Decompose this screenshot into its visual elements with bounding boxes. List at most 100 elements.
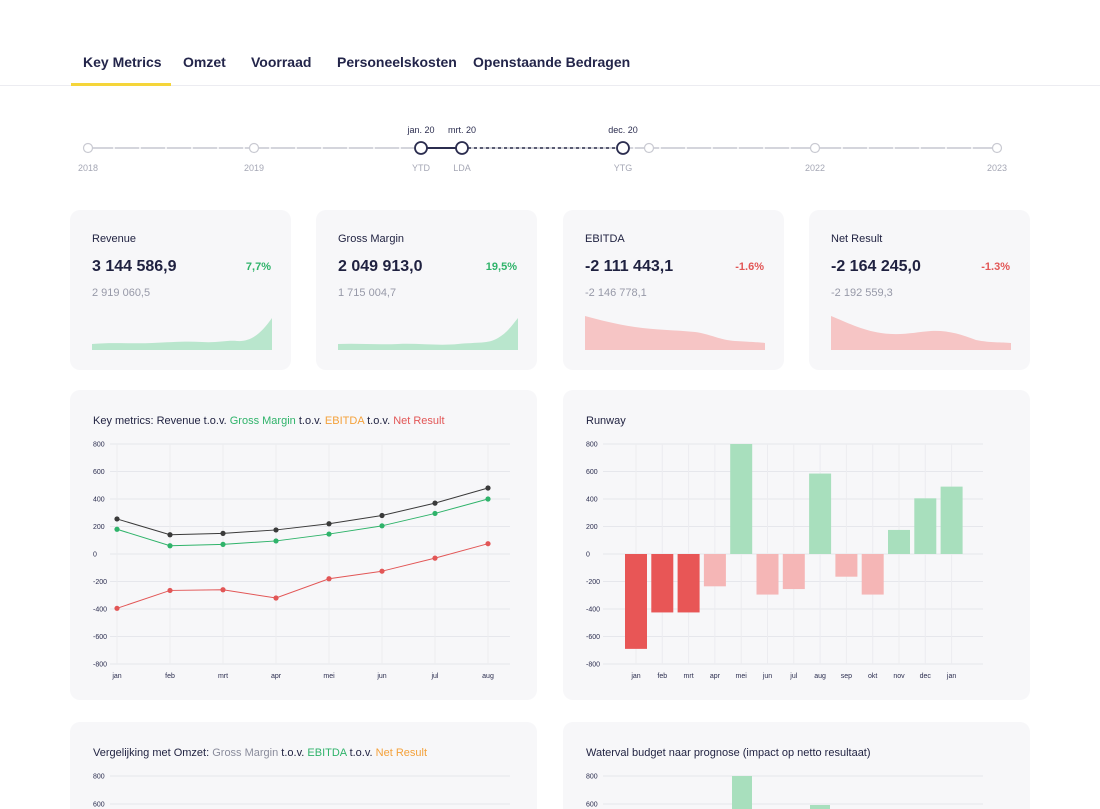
- timeline-node[interactable]: [991, 142, 1003, 154]
- kpi-title: EBITDA: [585, 233, 625, 245]
- bar[interactable]: [914, 498, 937, 554]
- bar[interactable]: [809, 473, 832, 554]
- data-point[interactable]: [379, 512, 385, 519]
- runway-bar-chart[interactable]: 800 600 400 200 0 -200 -400 -600 -800 jan feb mrt ap…: [563, 390, 1030, 700]
- bar[interactable]: [703, 554, 726, 587]
- runway-chart-card: Runway 800 600 400 200 0 -200 -400 -600 -800 jan f…: [563, 390, 1030, 700]
- timeline-node[interactable]: [82, 142, 94, 154]
- bar[interactable]: [677, 554, 700, 613]
- bar[interactable]: [651, 554, 674, 613]
- data-point[interactable]: [167, 543, 173, 549]
- data-point[interactable]: [379, 568, 385, 574]
- chart-title-part: t.o.v.: [295, 415, 325, 427]
- x-tick-label: mrt: [218, 673, 228, 680]
- data-point[interactable]: [485, 485, 491, 491]
- data-point[interactable]: [114, 526, 120, 532]
- data-point[interactable]: [326, 576, 332, 582]
- kpi-title: Gross Margin: [338, 233, 405, 245]
- y-tick-label: -600: [93, 634, 107, 641]
- kpi-sparkline: [338, 318, 518, 350]
- data-point[interactable]: [485, 541, 491, 547]
- timeline-node[interactable]: [414, 141, 428, 155]
- chart-title-gross-margin: Gross Margin: [212, 747, 279, 759]
- bar[interactable]: [730, 444, 753, 554]
- data-point[interactable]: [379, 523, 385, 529]
- bar[interactable]: [810, 805, 830, 809]
- data-point[interactable]: [326, 531, 332, 537]
- timeline-svg[interactable]: 2018 2019 YTD jan. 20 LDA mrt. 20 YTG dec. 20 20…: [0, 110, 1100, 190]
- bar[interactable]: [835, 554, 858, 577]
- chart-title-part: Key metrics: Revenue t.o.v.: [93, 415, 230, 427]
- kpi-value: 2 049 913,0: [338, 258, 423, 275]
- bar[interactable]: [782, 554, 805, 590]
- timeline-node[interactable]: [809, 142, 821, 154]
- data-point[interactable]: [220, 587, 226, 593]
- data-point[interactable]: [273, 527, 279, 533]
- x-tick-label: mei: [323, 673, 335, 680]
- chart-title-part: Vergelijking met Omzet:: [93, 747, 213, 759]
- data-point[interactable]: [273, 595, 279, 601]
- kpi-change: 7,7%: [245, 261, 271, 273]
- timeline-node[interactable]: [248, 142, 260, 154]
- kpi-card-net-result[interactable]: Net Result -2 164 245,0 -1.3% -2 192 559…: [809, 210, 1030, 370]
- timeline-period-label: mrt. 20: [448, 125, 476, 135]
- y-tick-label: 0: [93, 552, 97, 559]
- chart-title: Waterval budget naar prognose (impact op…: [586, 747, 871, 759]
- data-point[interactable]: [220, 541, 226, 547]
- data-point[interactable]: [220, 530, 226, 536]
- chart-title-net-result: Net Result: [393, 415, 445, 427]
- bar[interactable]: [625, 554, 647, 649]
- waterval-chart[interactable]: 800 600: [563, 722, 1030, 809]
- x-tick-label: jun: [376, 673, 386, 680]
- tab-voorraad[interactable]: Voorraad: [251, 54, 312, 70]
- kpi-change: -1.6%: [735, 261, 764, 273]
- bar[interactable]: [888, 529, 910, 554]
- kpi-value: -2 111 443,1: [585, 258, 674, 275]
- y-tick-label: -200: [586, 579, 600, 586]
- data-point[interactable]: [432, 510, 438, 517]
- x-tick-label: apr: [710, 673, 721, 680]
- y-tick-label: 400: [586, 497, 598, 504]
- tab-key-metrics[interactable]: Key Metrics: [83, 54, 162, 70]
- data-point[interactable]: [167, 532, 173, 538]
- bar[interactable]: [940, 486, 963, 554]
- data-point[interactable]: [167, 587, 173, 594]
- data-point[interactable]: [432, 500, 438, 506]
- data-point[interactable]: [273, 538, 279, 544]
- timeline-node[interactable]: [643, 142, 655, 154]
- bar[interactable]: [756, 554, 779, 595]
- bar[interactable]: [732, 776, 752, 809]
- data-point[interactable]: [326, 521, 332, 527]
- kpi-card-revenue[interactable]: Revenue 3 144 586,9 7,7% 2 919 060,5: [70, 210, 291, 370]
- tab-bar: Key Metrics Omzet Voorraad Personeelskos…: [0, 0, 1100, 86]
- y-tick-label: 200: [586, 524, 598, 531]
- kpi-card-ebitda[interactable]: EBITDA -2 111 443,1 -1.6% -2 146 778,1: [563, 210, 784, 370]
- timeline-node[interactable]: [455, 141, 469, 155]
- tab-openstaande-bedragen[interactable]: Openstaande Bedragen: [473, 54, 631, 70]
- chart-title-part: t.o.v.: [346, 747, 376, 759]
- kpi-card-gross-margin[interactable]: Gross Margin 2 049 913,0 19,5% 1 715 004…: [316, 210, 537, 370]
- x-tick-label: mrt: [684, 673, 694, 680]
- vergelijking-chart[interactable]: 800 600: [70, 722, 537, 809]
- tab-personeelskosten[interactable]: Personeelskosten: [337, 54, 457, 70]
- data-point[interactable]: [485, 496, 491, 502]
- x-tick-label: nov: [893, 673, 905, 680]
- y-tick-label: -400: [586, 607, 600, 614]
- x-tick-label: jul: [430, 673, 438, 680]
- x-tick-label: jun: [762, 673, 772, 680]
- tab-omzet[interactable]: Omzet: [183, 54, 226, 70]
- chart-title: Key metrics: Revenue t.o.v. Gross Margin…: [93, 415, 445, 427]
- chart-title-gross-margin: Gross Margin: [229, 415, 296, 427]
- data-point[interactable]: [432, 555, 438, 561]
- kpi-sparkline: [92, 318, 272, 350]
- period-timeline[interactable]: 2018 2019 YTD jan. 20 LDA mrt. 20 YTG dec. 20 20…: [0, 110, 1100, 190]
- bar[interactable]: [861, 554, 884, 595]
- data-point[interactable]: [114, 516, 120, 522]
- data-point[interactable]: [114, 605, 120, 611]
- kpi-sparkline: [831, 316, 1011, 350]
- x-tick-label: feb: [657, 673, 667, 680]
- timeline-node[interactable]: [616, 141, 630, 155]
- y-tick-label: 800: [586, 774, 598, 781]
- key-metrics-line-chart[interactable]: 800 600 400 200 0 -200 -400 -600 -800 jan feb mrt ap…: [70, 390, 537, 700]
- x-tick-label: mei: [736, 673, 748, 680]
